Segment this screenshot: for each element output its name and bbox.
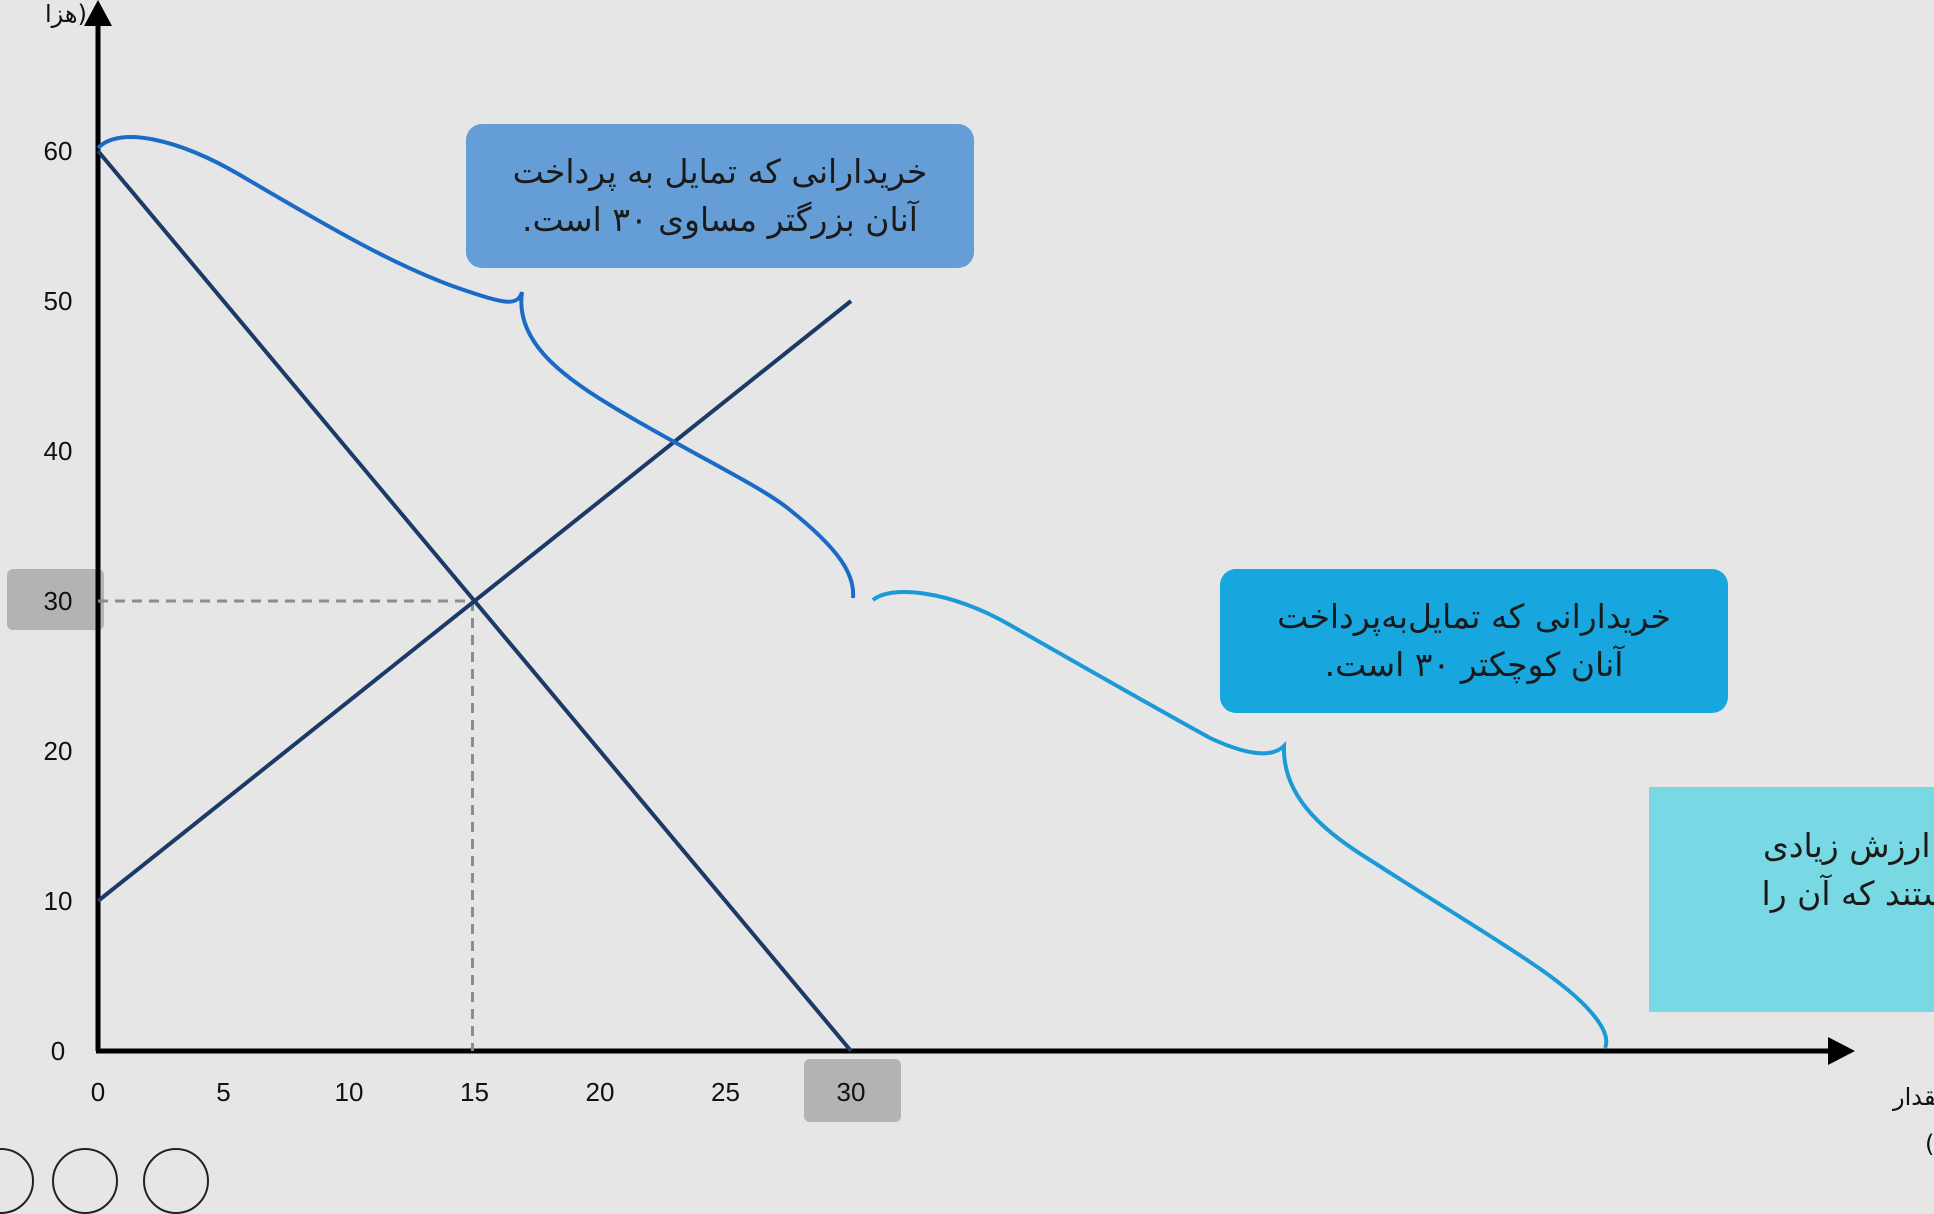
brace-low-icon (871, 590, 1609, 1049)
callout-partial-line2: هستند که آن را (1761, 873, 1934, 913)
y-tick-label: 30 (44, 586, 73, 616)
x-tick-label: 15 (460, 1077, 489, 1107)
x-tick-label: 5 (216, 1077, 230, 1107)
callout-low-line2: آنان کوچکتر ۳۰ است. (1324, 645, 1624, 684)
nav-circle-3-icon[interactable] (143, 1148, 209, 1214)
nav-circle-2-icon[interactable] (52, 1148, 118, 1214)
y-tick-label: 20 (44, 736, 73, 766)
y-tick-label: 0 (51, 1036, 65, 1066)
y-highlight-box (7, 569, 104, 630)
x-tick-label: 10 (335, 1077, 364, 1107)
x-tick-label: 25 (711, 1077, 740, 1107)
y-axis-label: (هزا (45, 0, 87, 28)
y-tick-label: 10 (44, 886, 73, 916)
callout-partial-line1: الا ارزش زیادی (1763, 826, 1934, 865)
arrow-up-icon (84, 0, 112, 26)
x-axis-label-line1: مقدار (1892, 1083, 1934, 1111)
y-tick-label: 60 (44, 136, 73, 166)
callout-partial: الا ارزش زیادی هستند که آن را (1649, 787, 1934, 1012)
x-tick-label: 30 (837, 1077, 866, 1107)
y-tick-label: 40 (44, 436, 73, 466)
x-tick-label: 20 (586, 1077, 615, 1107)
callout-low-willingness: خریدارانی که تمایل‌به‌پرداخت آنان کوچکتر… (1220, 569, 1728, 713)
callout-high-willingness: خریدارانی که تمایل به پرداخت آنان بزرگتر… (466, 124, 974, 268)
callout-low-line1: خریدارانی که تمایل‌به‌پرداخت (1277, 597, 1671, 637)
arrow-right-icon (1828, 1037, 1855, 1065)
y-tick-label: 50 (44, 286, 73, 316)
x-highlight-box (804, 1059, 901, 1122)
callout-high-line2: آنان بزرگتر مساوی ۳۰ است. (522, 200, 918, 239)
supply-line (96, 299, 853, 903)
x-axis-label-line2: (هزارعدد) (1925, 1130, 1934, 1158)
supply-demand-chart: 0 10 20 30 40 50 60 0 5 10 15 20 25 30 مقدار (هزارعد… (7, 0, 1934, 1158)
brace-high-icon (96, 135, 856, 599)
x-tick-label: 0 (91, 1077, 105, 1107)
callout-high-line1: خریدارانی که تمایل به پرداخت (512, 152, 928, 192)
